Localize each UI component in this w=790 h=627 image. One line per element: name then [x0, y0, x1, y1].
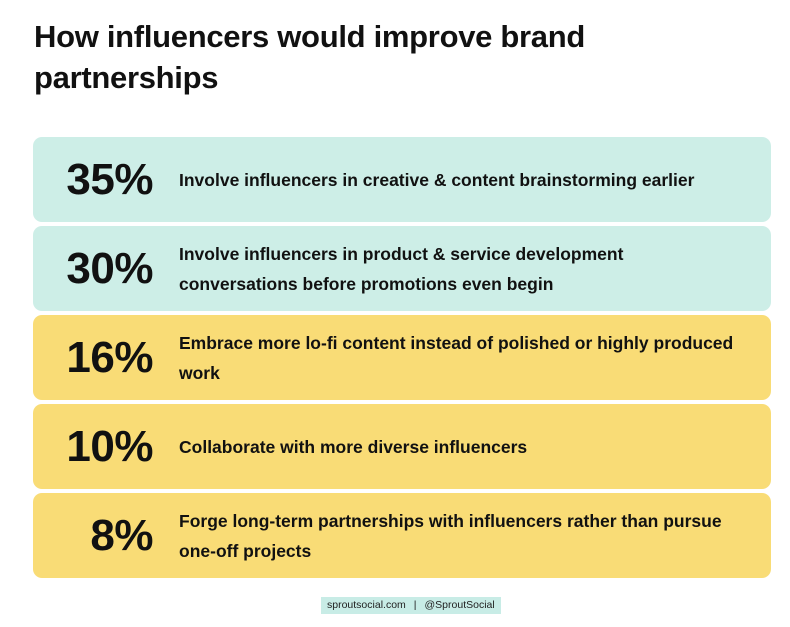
footer-badge: sproutsocial.com | @SproutSocial	[321, 597, 501, 614]
stat-row: 10% Collaborate with more diverse influen…	[33, 404, 771, 489]
stat-value: 16%	[66, 332, 153, 382]
footer-separator: |	[413, 599, 417, 611]
stat-row: 30% Involve influencers in product & serv…	[33, 226, 771, 311]
stat-label: Collaborate with more diverse influencer…	[179, 436, 528, 457]
stat-value: 10%	[66, 421, 153, 471]
stat-label: Involve influencers in product & service…	[179, 243, 624, 294]
stat-label: Involve influencers in creative & conten…	[179, 169, 695, 190]
stat-row: 35% Involve influencers in creative & con…	[33, 137, 771, 222]
footer-handle: @SproutSocial	[424, 599, 495, 611]
stat-value: 30%	[66, 243, 153, 293]
footer-site: sproutsocial.com	[327, 599, 406, 611]
stat-value: 8%	[90, 510, 153, 560]
stat-value: 35%	[66, 154, 153, 204]
chart-title: How influencers would improve brand part…	[34, 19, 586, 95]
stat-row: 8% Forge long-term partnerships with infl…	[33, 493, 771, 578]
stat-label: Forge long-term partnerships with influe…	[179, 510, 722, 561]
stat-row: 16% Embrace more lo-fi content instead of…	[33, 315, 771, 400]
stat-label: Embrace more lo-fi content instead of po…	[179, 332, 734, 383]
stat-rows: 35% Involve influencers in creative & con…	[33, 137, 771, 582]
